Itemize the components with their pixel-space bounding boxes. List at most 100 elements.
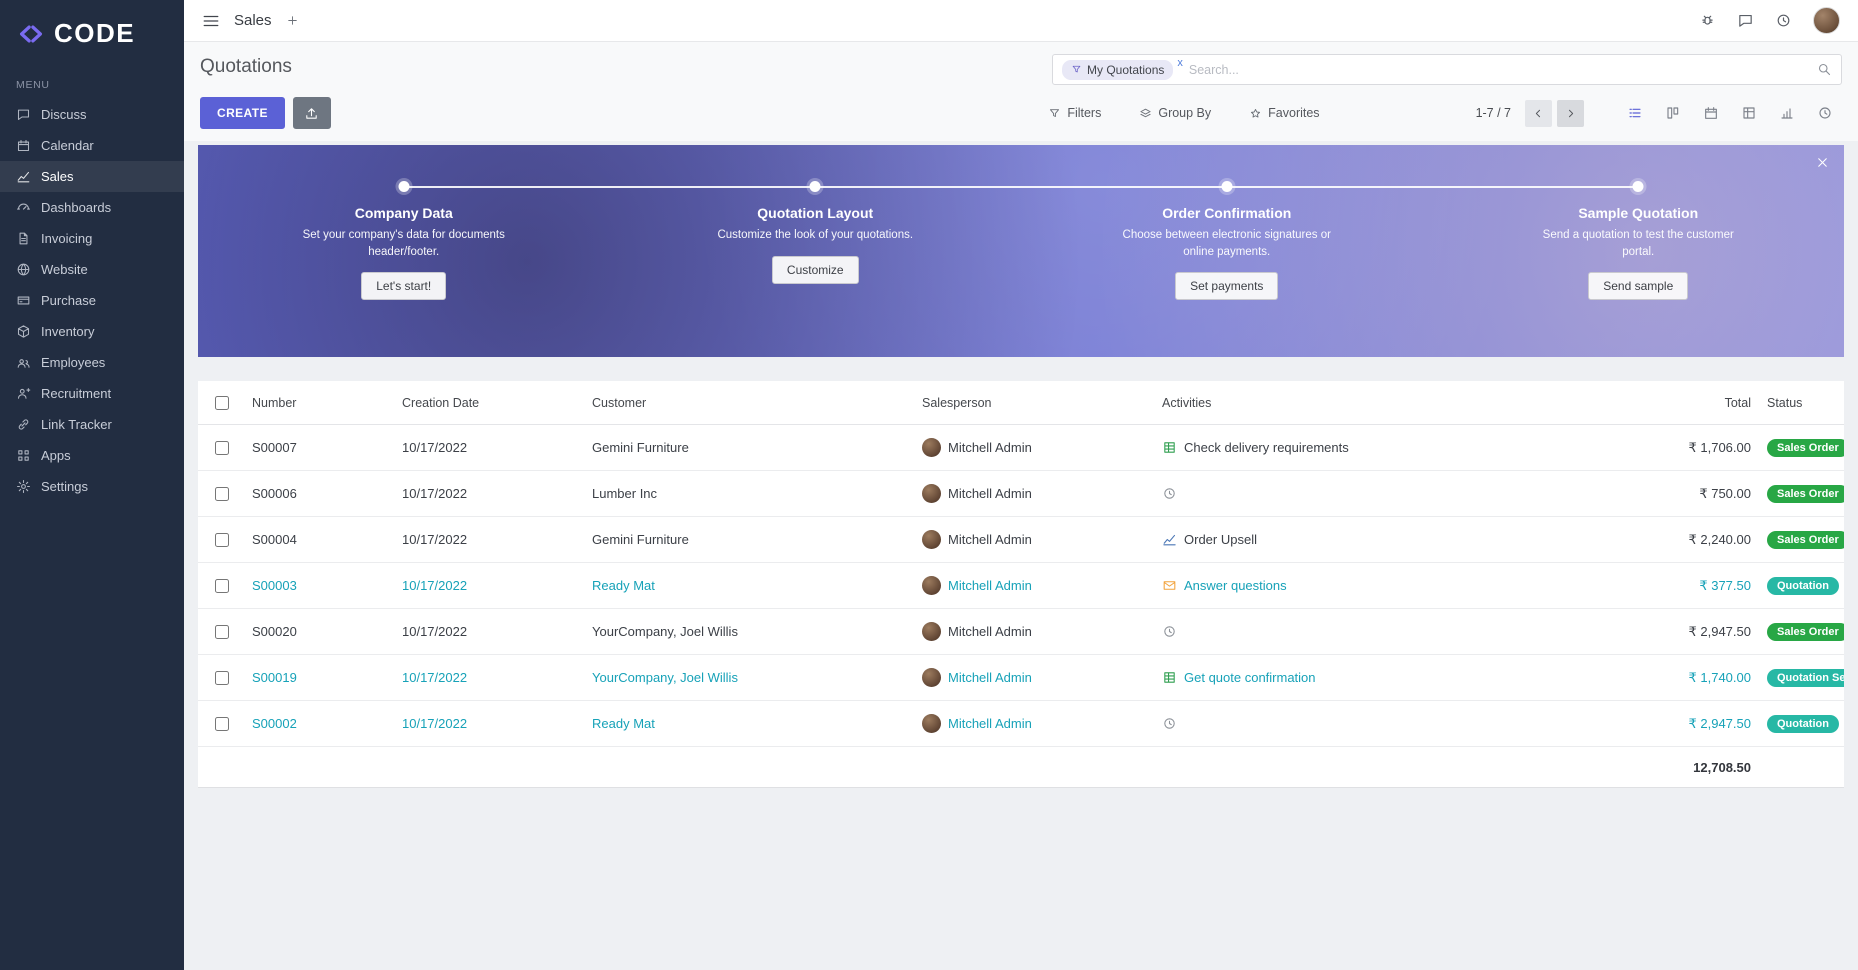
kanban-view-button[interactable] <box>1656 98 1690 128</box>
sidebar-item-invoicing[interactable]: Invoicing <box>0 223 184 254</box>
pager-previous-button[interactable] <box>1525 99 1552 127</box>
step-title: Order Confirmation <box>1162 205 1292 221</box>
sidebar-item-link-tracker[interactable]: Link Tracker <box>0 409 184 440</box>
topbar-right <box>1699 7 1840 34</box>
onboarding-step-quotation-layout: Quotation Layout Customize the look of yo… <box>610 145 1022 357</box>
row-checkbox-cell <box>198 438 244 458</box>
row-activity[interactable] <box>1154 486 1624 501</box>
filter-chip-remove-icon[interactable]: x <box>1177 57 1183 69</box>
salesperson-avatar <box>922 668 941 687</box>
row-activity[interactable] <box>1154 624 1624 639</box>
table-row[interactable]: S00003 10/17/2022 Ready Mat Mitchell Admin A… <box>198 563 1844 609</box>
employees-icon <box>16 355 31 370</box>
user-avatar[interactable] <box>1813 7 1840 34</box>
current-app-name[interactable]: Sales <box>234 12 272 29</box>
sidebar-item-settings[interactable]: Settings <box>0 471 184 502</box>
row-checkbox[interactable] <box>214 578 229 593</box>
app-logo[interactable]: CODE <box>0 0 184 61</box>
sidebar-item-label: Calendar <box>41 138 94 153</box>
step-title: Sample Quotation <box>1578 205 1699 221</box>
list-view-button[interactable] <box>1618 98 1652 128</box>
search-filter-chip[interactable]: My Quotations <box>1062 59 1174 80</box>
logo-icon <box>16 19 46 49</box>
create-button[interactable]: CREATE <box>200 97 285 129</box>
activities-clock-icon[interactable] <box>1775 12 1792 29</box>
row-activity[interactable]: Check delivery requirements <box>1154 440 1624 455</box>
table-row[interactable]: S00006 10/17/2022 Lumber Inc Mitchell Admin… <box>198 471 1844 517</box>
row-total: ₹ 750.00 <box>1699 485 1751 501</box>
row-checkbox[interactable] <box>214 532 229 547</box>
sidebar-item-calendar[interactable]: Calendar <box>0 130 184 161</box>
filters-button[interactable]: Filters <box>1042 105 1107 121</box>
upload-button[interactable] <box>292 97 331 129</box>
select-all-checkbox[interactable] <box>214 395 229 410</box>
table-row[interactable]: S00007 10/17/2022 Gemini Furniture Mitchell… <box>198 425 1844 471</box>
debug-bug-icon[interactable] <box>1699 12 1716 29</box>
sidebar-item-dashboards[interactable]: Dashboards <box>0 192 184 223</box>
website-icon <box>16 262 31 277</box>
row-activity[interactable] <box>1154 716 1624 731</box>
step-dot <box>398 181 410 192</box>
pivot-view-button[interactable] <box>1732 98 1766 128</box>
graph-view-button[interactable] <box>1770 98 1804 128</box>
favorites-button[interactable]: Favorites <box>1243 105 1325 121</box>
row-activity[interactable]: Get quote confirmation <box>1154 670 1624 685</box>
row-checkbox-cell <box>198 622 244 642</box>
row-checkbox[interactable] <box>214 624 229 639</box>
col-header-creation-date[interactable]: Creation Date <box>402 395 480 410</box>
plus-icon[interactable] <box>286 14 299 27</box>
recruitment-icon <box>16 386 31 401</box>
hamburger-menu-icon[interactable] <box>202 12 220 30</box>
graph-view-icon <box>1779 105 1795 121</box>
sidebar-item-inventory[interactable]: Inventory <box>0 316 184 347</box>
col-header-number[interactable]: Number <box>252 395 297 410</box>
col-header-salesperson[interactable]: Salesperson <box>922 395 992 410</box>
filters-label: Filters <box>1067 106 1102 120</box>
row-activity[interactable]: Answer questions <box>1154 578 1624 593</box>
row-activity[interactable]: Order Upsell <box>1154 532 1624 547</box>
search-input[interactable] <box>1186 61 1813 78</box>
sidebar-item-label: Purchase <box>41 293 96 308</box>
table-row[interactable]: S00020 10/17/2022 YourCompany, Joel Willis… <box>198 609 1844 655</box>
row-customer: YourCompany, Joel Willis <box>592 624 738 639</box>
table-row[interactable]: S00002 10/17/2022 Ready Mat Mitchell Admin ₹… <box>198 701 1844 747</box>
close-icon <box>1815 155 1830 170</box>
step-action-button[interactable]: Customize <box>771 255 859 284</box>
calendar-view-icon <box>1703 105 1719 121</box>
sidebar-item-sales[interactable]: Sales <box>0 161 184 192</box>
activity-view-icon <box>1817 105 1833 121</box>
sidebar-item-recruitment[interactable]: Recruitment <box>0 378 184 409</box>
activity-view-button[interactable] <box>1808 98 1842 128</box>
col-header-activities[interactable]: Activities <box>1162 395 1212 410</box>
sidebar-item-discuss[interactable]: Discuss <box>0 99 184 130</box>
col-header-customer[interactable]: Customer <box>592 395 647 410</box>
table-row[interactable]: S00004 10/17/2022 Gemini Furniture Mitchell… <box>198 517 1844 563</box>
pager-next-button[interactable] <box>1557 99 1584 127</box>
col-header-total[interactable]: Total <box>1724 395 1751 410</box>
sidebar-item-employees[interactable]: Employees <box>0 347 184 378</box>
page-title: Quotations <box>200 56 292 77</box>
sidebar-item-website[interactable]: Website <box>0 254 184 285</box>
search-icon[interactable] <box>1817 62 1832 77</box>
salesperson-avatar <box>922 484 941 503</box>
row-checkbox[interactable] <box>214 716 229 731</box>
main-area: Sales Quotations My Quotations <box>184 0 1858 970</box>
group-by-button[interactable]: Group By <box>1133 105 1217 121</box>
messages-icon[interactable] <box>1737 12 1754 29</box>
sidebar-item-purchase[interactable]: Purchase <box>0 285 184 316</box>
calendar-view-button[interactable] <box>1694 98 1728 128</box>
step-action-button[interactable]: Set payments <box>1175 272 1279 301</box>
row-customer: YourCompany, Joel Willis <box>592 670 738 685</box>
row-salesperson: Mitchell Admin <box>914 576 1154 595</box>
sidebar-item-apps[interactable]: Apps <box>0 440 184 471</box>
row-checkbox[interactable] <box>214 486 229 501</box>
banner-close-button[interactable] <box>1815 155 1830 170</box>
step-action-button[interactable]: Send sample <box>1588 272 1689 301</box>
row-checkbox[interactable] <box>214 440 229 455</box>
sidebar-item-label: Sales <box>41 169 74 184</box>
col-header-status[interactable]: Status <box>1767 395 1803 410</box>
search-bar[interactable]: My Quotations x <box>1052 54 1842 85</box>
table-row[interactable]: S00019 10/17/2022 YourCompany, Joel Willis… <box>198 655 1844 701</box>
step-action-button[interactable]: Let's start! <box>361 272 447 301</box>
row-checkbox[interactable] <box>214 670 229 685</box>
